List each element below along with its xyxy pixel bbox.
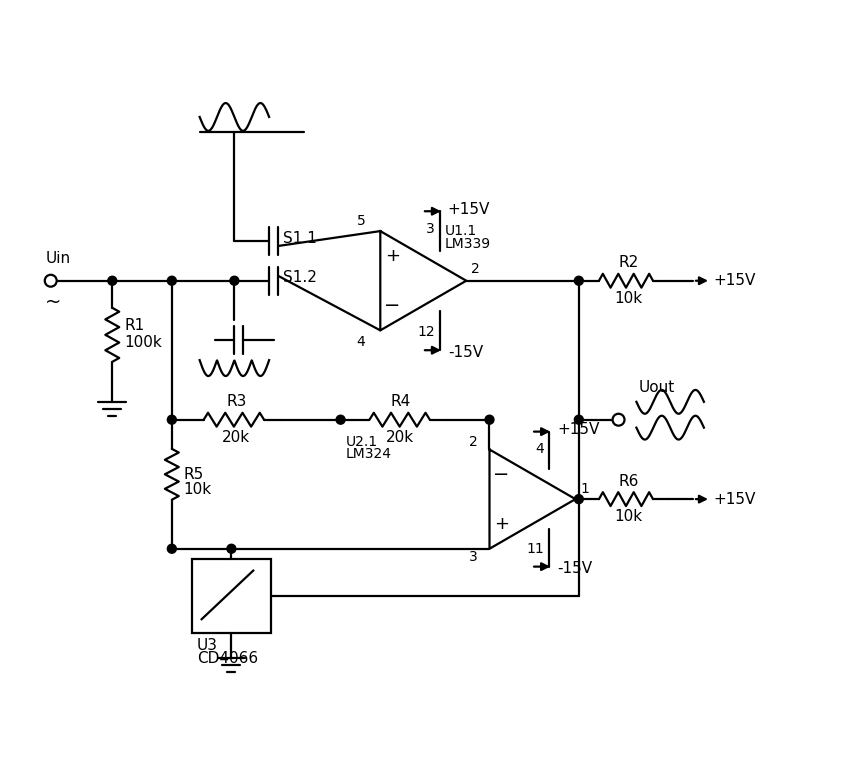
Text: CD4066: CD4066 [197,651,258,666]
Text: 4: 4 [536,442,544,456]
Text: R3: R3 [226,395,247,409]
Text: R2: R2 [618,255,638,270]
Text: Uout: Uout [638,380,674,395]
Text: 2: 2 [472,262,480,276]
Text: R4: R4 [390,395,410,409]
Circle shape [227,544,236,553]
Text: +: + [385,247,400,265]
Text: −: − [493,465,509,483]
Circle shape [168,544,176,553]
Circle shape [108,276,117,285]
Circle shape [230,276,239,285]
Text: LM339: LM339 [445,237,491,251]
Text: +15V: +15V [448,202,490,217]
Text: +15V: +15V [714,273,756,288]
Text: +15V: +15V [557,422,600,437]
Circle shape [336,415,345,424]
Text: S1.1: S1.1 [283,231,317,246]
Text: 20k: 20k [386,430,414,445]
Text: U1.1: U1.1 [445,224,477,238]
Circle shape [168,415,176,424]
Circle shape [574,415,584,424]
Text: R6: R6 [618,474,639,489]
Text: S1.2: S1.2 [283,270,317,285]
Text: +: + [494,515,509,533]
Text: 10k: 10k [184,482,212,496]
Text: R5: R5 [184,467,204,482]
Text: 5: 5 [357,214,365,228]
Circle shape [485,415,494,424]
Text: 3: 3 [426,222,435,236]
Text: 1: 1 [580,482,589,496]
Text: 10k: 10k [615,291,642,306]
Text: 12: 12 [418,326,435,339]
Text: 20k: 20k [222,430,250,445]
Circle shape [45,275,56,287]
Text: 10k: 10k [615,509,642,524]
Circle shape [574,495,584,503]
Text: U2.1: U2.1 [345,435,378,449]
Text: U3: U3 [197,638,217,653]
Text: Uin: Uin [45,251,71,266]
Circle shape [574,276,584,285]
Text: -15V: -15V [557,561,592,576]
Text: R1: R1 [124,318,145,333]
Text: ~: ~ [45,293,61,312]
Text: 4: 4 [357,335,365,349]
Text: 3: 3 [469,550,477,564]
Text: LM324: LM324 [345,448,392,461]
Circle shape [168,276,176,285]
Text: 2: 2 [469,435,477,449]
Text: −: − [384,296,401,315]
Text: 100k: 100k [124,335,162,350]
Text: 11: 11 [526,542,544,556]
Text: -15V: -15V [448,345,483,360]
Circle shape [613,414,625,426]
Text: +15V: +15V [714,492,756,506]
Bar [192,559,271,633]
